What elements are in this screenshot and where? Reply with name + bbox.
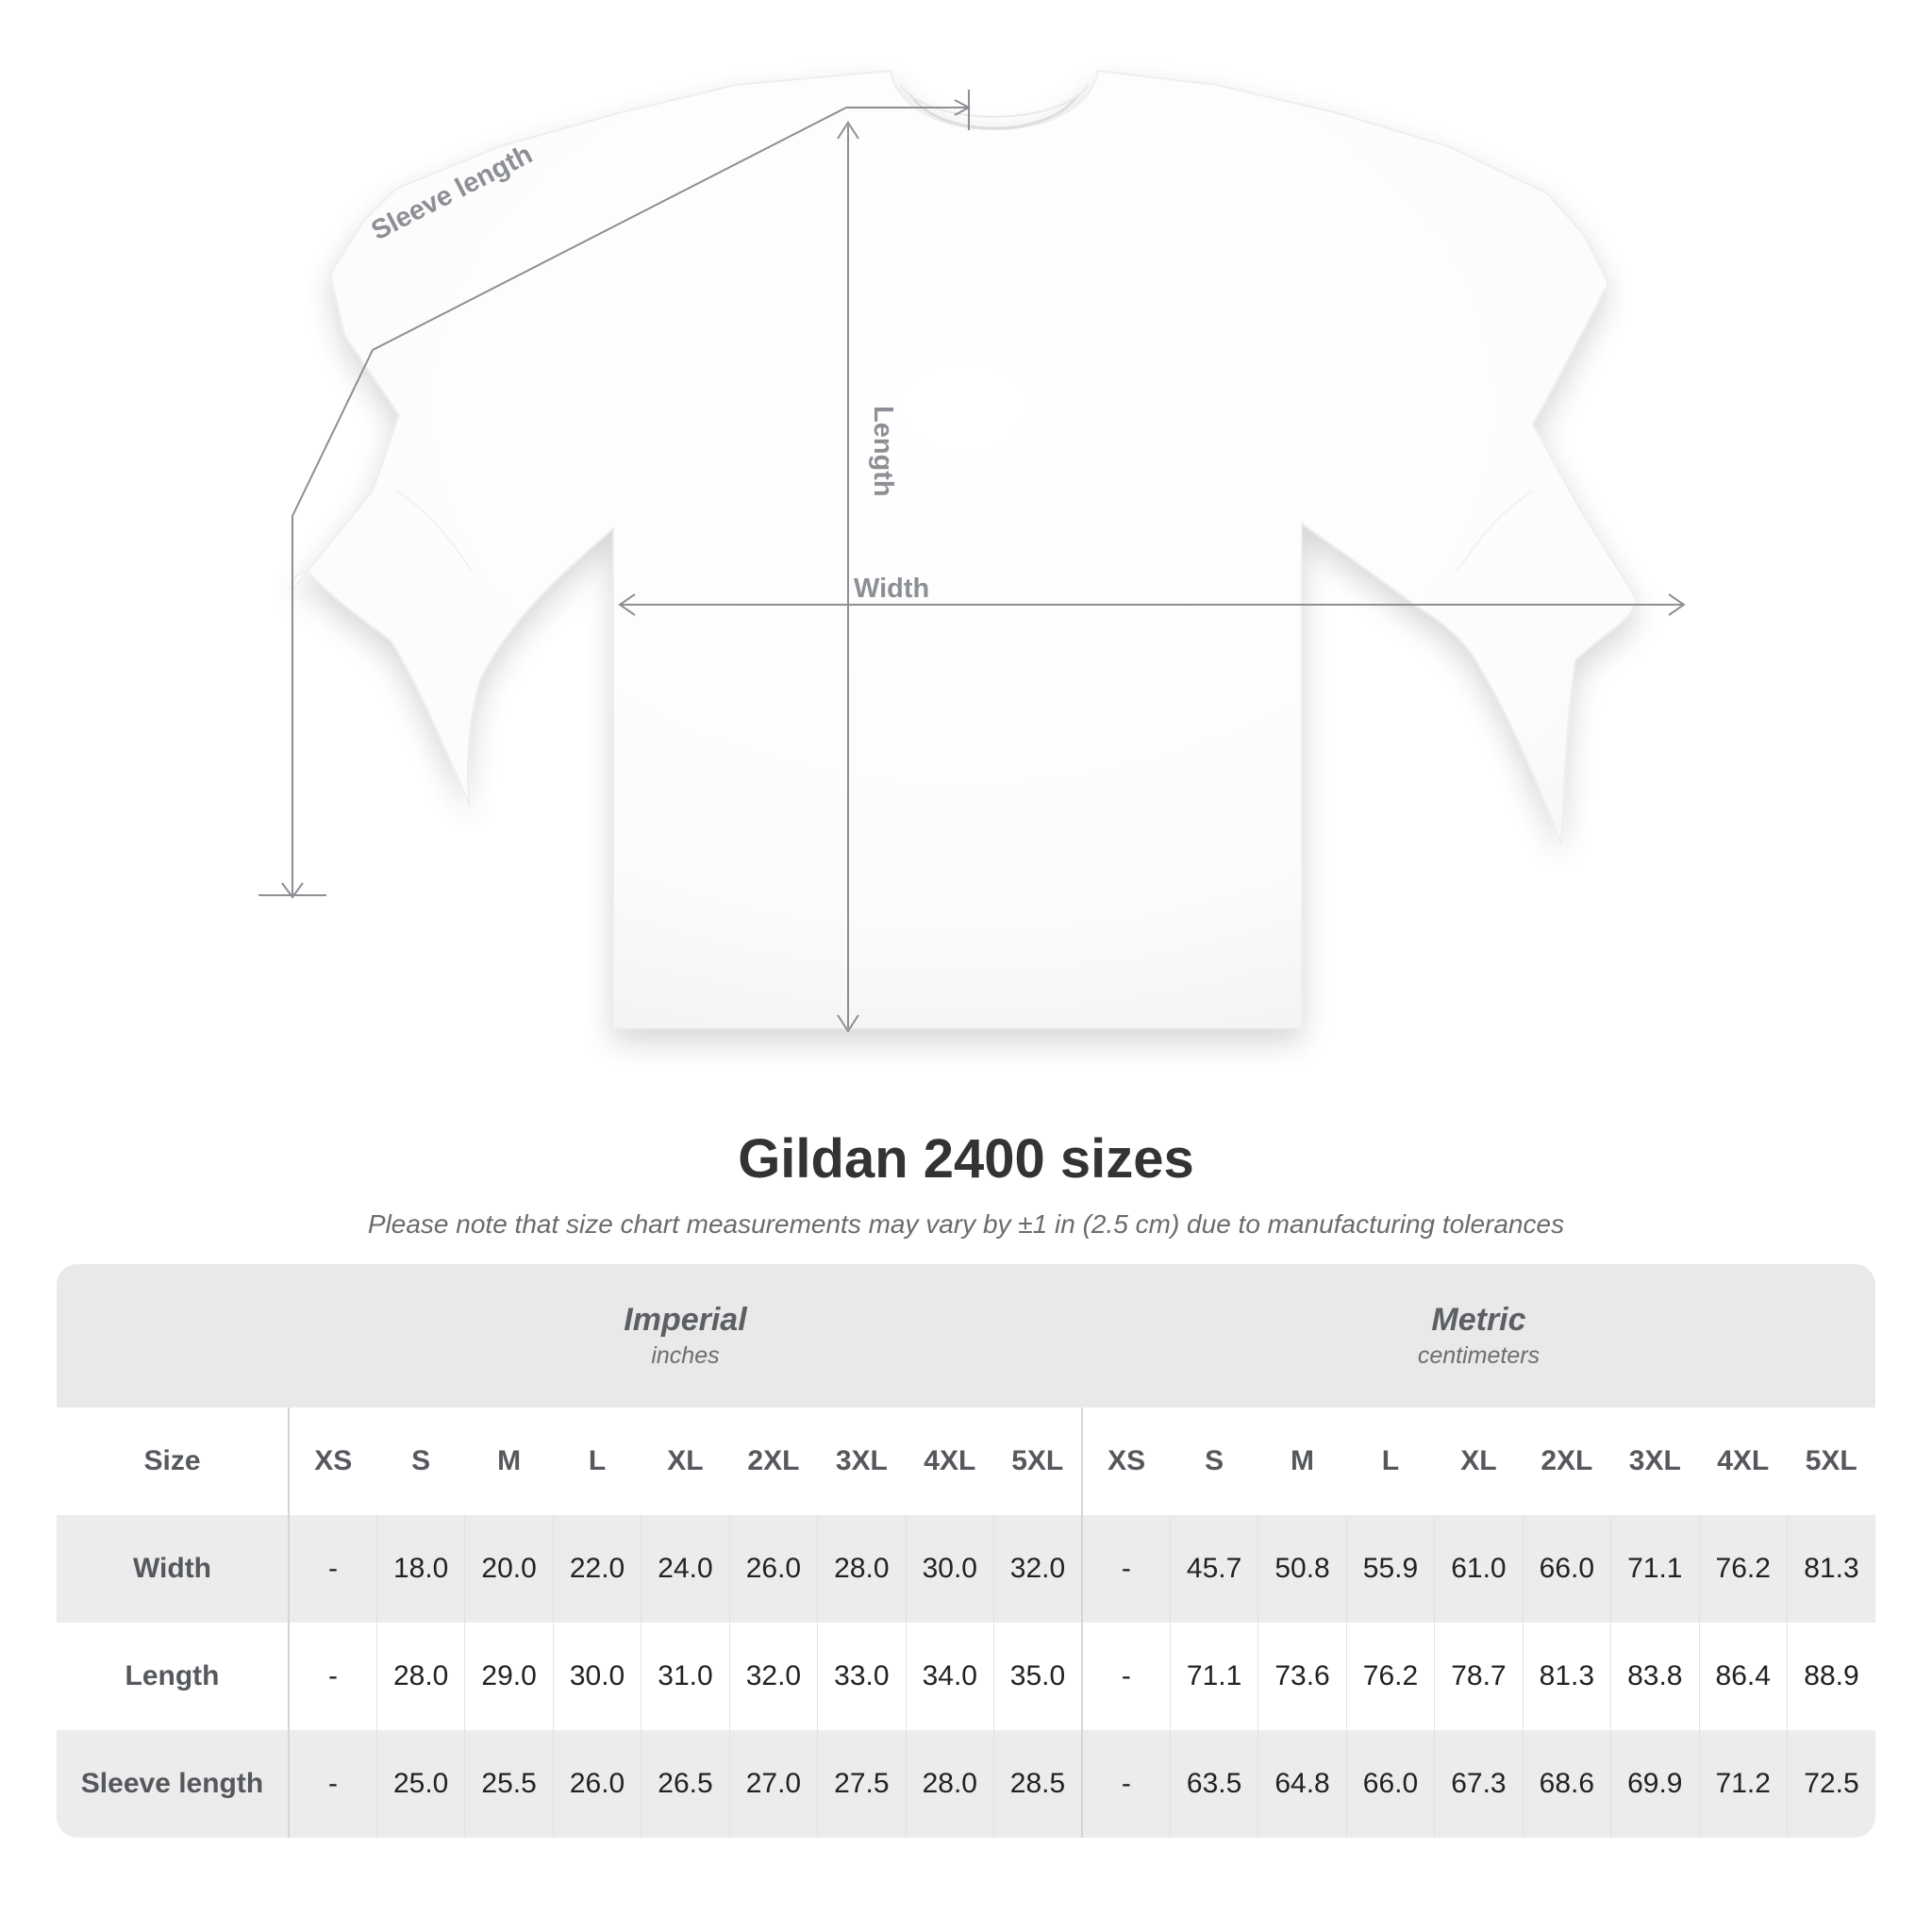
svg-text:Width: Width: [854, 574, 929, 604]
svg-text:Length: Length: [868, 406, 898, 497]
